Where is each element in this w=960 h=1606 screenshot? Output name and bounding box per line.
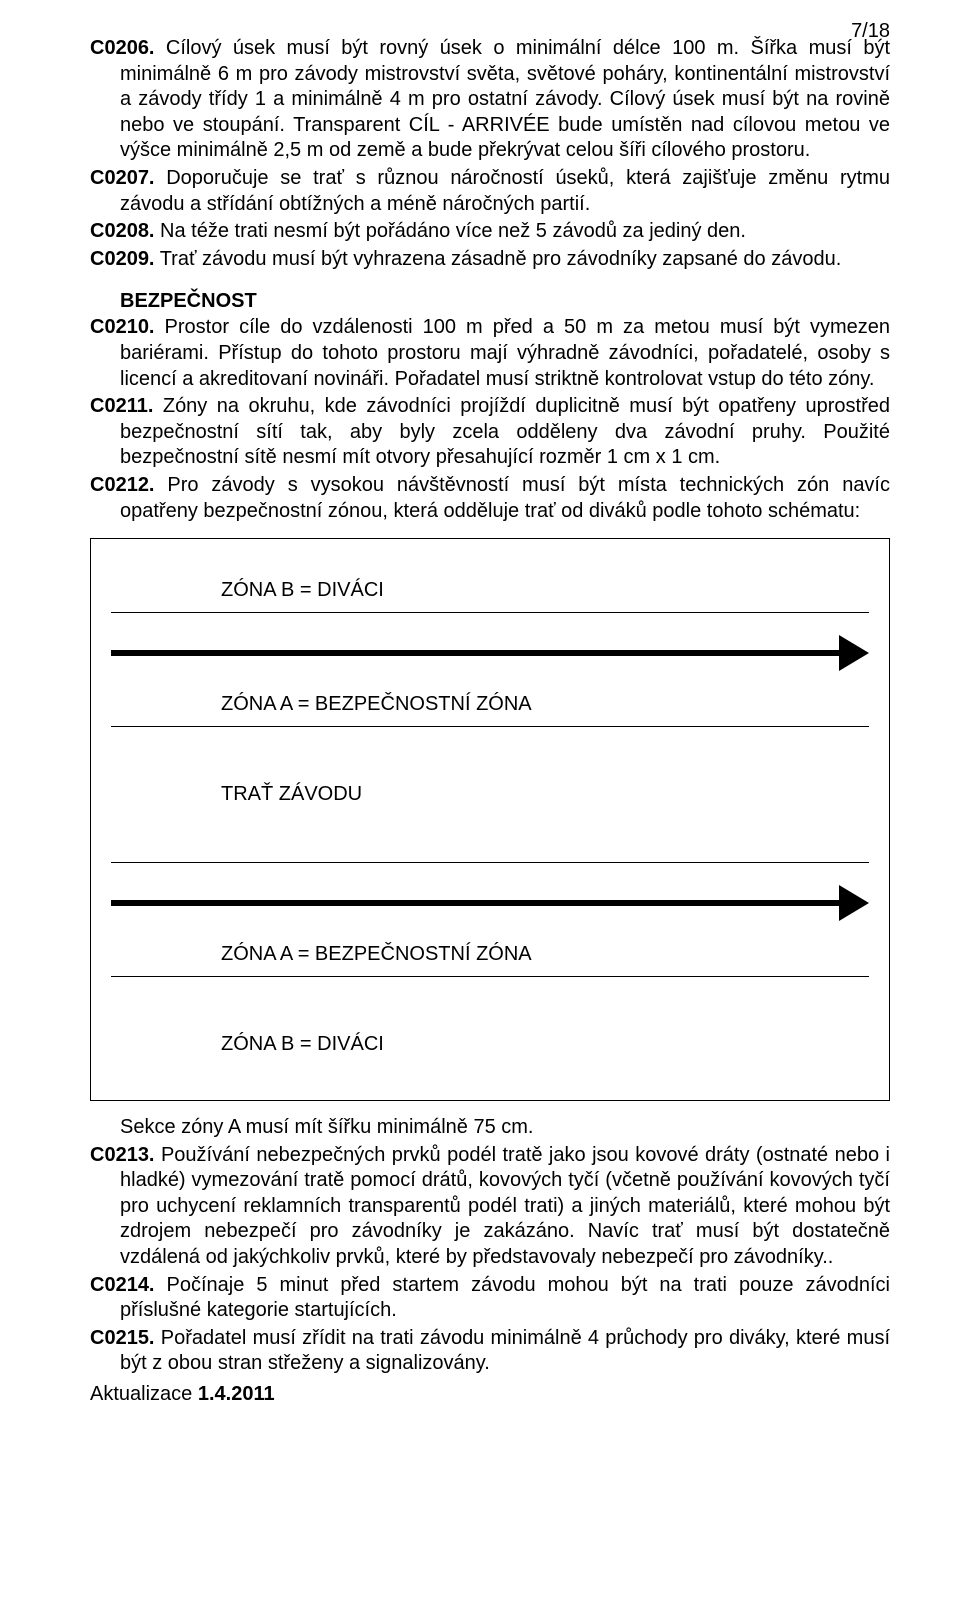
spacer (111, 733, 869, 773)
rule-id: C0211. (90, 395, 153, 417)
rule-text: Počínaje 5 minut před startem závodu moh… (120, 1274, 890, 1322)
rule-id: C0209. (90, 248, 155, 270)
rule-text: Zóny na okruhu, kde závodníci projíždí d… (120, 395, 890, 468)
arrow-head-icon (839, 885, 869, 921)
safety-zone-diagram: ZÓNA B = DIVÁCI ZÓNA A = BEZPEČNOSTNÍ ZÓ… (90, 538, 890, 1101)
rule-c0209: C0209. Trať závodu musí být vyhrazena zá… (90, 247, 890, 273)
arrow-shaft-icon (111, 650, 839, 656)
rule-c0214: C0214. Počínaje 5 minut před startem záv… (90, 1273, 890, 1324)
footer-update: Aktualizace 1.4.2011 (90, 1383, 890, 1406)
rule-c0213: C0213. Používání nebezpečných prvků podé… (90, 1143, 890, 1271)
footer-date: 1.4.2011 (198, 1383, 275, 1405)
page-number: 7/18 (851, 20, 890, 43)
rule-id: C0214. (90, 1274, 155, 1296)
rule-c0208: C0208. Na téže trati nesmí být pořádáno … (90, 219, 890, 245)
rule-c0207: C0207. Doporučuje se trať s různou nároč… (90, 166, 890, 217)
spacer (90, 274, 890, 282)
rule-text: Pro závody s vysokou návštěvností musí b… (120, 474, 890, 522)
rule-id: C0208. (90, 220, 155, 242)
zone-b-bottom-label: ZÓNA B = DIVÁCI (221, 1033, 869, 1056)
spacer (111, 816, 869, 856)
divider-line (111, 862, 869, 863)
rule-text: Doporučuje se trať s různou náročností ú… (120, 167, 890, 215)
footer-label: Aktualizace (90, 1383, 198, 1405)
arrow-bottom (111, 885, 869, 921)
section-title-safety: BEZPEČNOST (120, 290, 890, 313)
rule-id: C0215. (90, 1327, 155, 1349)
rule-text: Cílový úsek musí být rovný úsek o minimá… (120, 37, 890, 161)
rule-c0210: C0210. Prostor cíle do vzdálenosti 100 m… (90, 315, 890, 392)
arrow-top (111, 635, 869, 671)
rule-id: C0210. (90, 316, 155, 338)
page: 7/18 C0206. Cílový úsek musí být rovný ú… (0, 0, 960, 1606)
rule-text: Používání nebezpečných prvků podél tratě… (120, 1144, 890, 1268)
rule-c0213-lead: Sekce zóny A musí mít šířku minimálně 75… (90, 1115, 890, 1141)
zone-a-top-label: ZÓNA A = BEZPEČNOSTNÍ ZÓNA (221, 693, 869, 716)
rule-id: C0213. (90, 1144, 155, 1166)
rule-text: Na téže trati nesmí být pořádáno více ne… (155, 220, 746, 242)
rule-c0212: C0212. Pro závody s vysokou návštěvností… (90, 473, 890, 524)
zone-a-bottom-label: ZÓNA A = BEZPEČNOSTNÍ ZÓNA (221, 943, 869, 966)
rule-id: C0212. (90, 474, 155, 496)
rule-c0206: C0206. Cílový úsek musí být rovný úsek o… (90, 36, 890, 164)
rule-text: Pořadatel musí zřídit na trati závodu mi… (120, 1327, 890, 1375)
track-label: TRAŤ ZÁVODU (221, 783, 869, 806)
rule-c0215: C0215. Pořadatel musí zřídit na trati zá… (90, 1326, 890, 1377)
spacer (111, 983, 869, 1023)
rule-id: C0207. (90, 167, 155, 189)
rule-text: Trať závodu musí být vyhrazena zásadně p… (155, 248, 842, 270)
rule-c0211: C0211. Zóny na okruhu, kde závodníci pro… (90, 394, 890, 471)
rule-id: C0206. (90, 37, 155, 59)
arrow-head-icon (839, 635, 869, 671)
divider-line (111, 976, 869, 977)
rule-text: Prostor cíle do vzdálenosti 100 m před a… (120, 316, 890, 389)
divider-line (111, 726, 869, 727)
zone-b-top-label: ZÓNA B = DIVÁCI (221, 579, 869, 602)
divider-line (111, 612, 869, 613)
arrow-shaft-icon (111, 900, 839, 906)
